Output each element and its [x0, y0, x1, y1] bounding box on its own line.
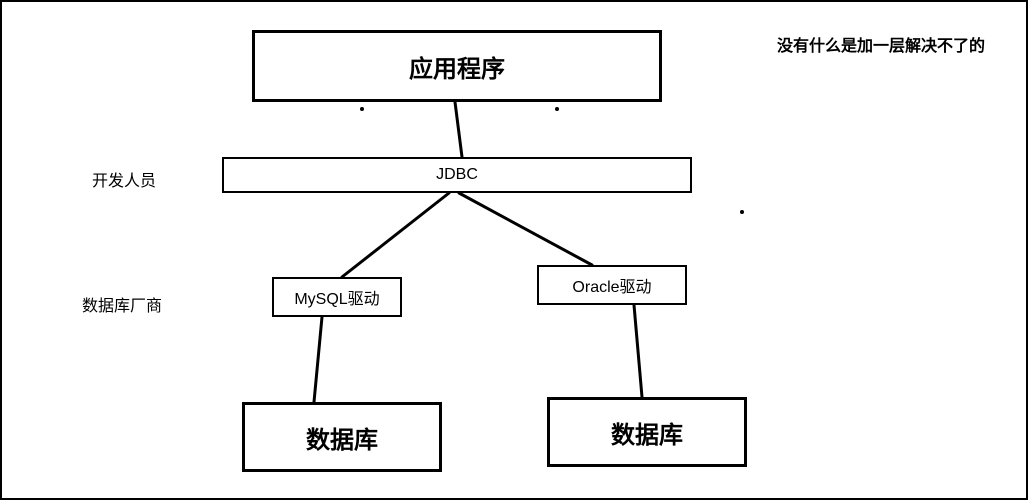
node-label-oracle_driver: Oracle驱动	[572, 273, 651, 297]
side-label-dev: 开发人员	[92, 167, 156, 191]
annotation-text: 没有什么是加一层解决不了的	[777, 32, 985, 56]
stray-dot-d3	[740, 210, 744, 214]
node-mysql_driver: MySQL驱动	[272, 277, 402, 317]
node-label-app: 应用程序	[409, 49, 505, 84]
node-jdbc: JDBC	[222, 157, 692, 193]
node-label-mysql_driver: MySQL驱动	[294, 285, 379, 309]
node-oracle_driver: Oracle驱动	[537, 265, 687, 305]
edge-app-jdbc	[455, 102, 462, 157]
edge-jdbc-oracle	[459, 193, 592, 265]
node-app: 应用程序	[252, 30, 662, 102]
stray-dot-d1	[360, 107, 364, 111]
stray-dot-d2	[555, 107, 559, 111]
diagram-canvas: 没有什么是加一层解决不了的 开发人员数据库厂商 应用程序 JDBC MySQL驱动 Or…	[0, 0, 1028, 500]
node-db1: 数据库	[242, 402, 442, 472]
edge-jdbc-mysql	[342, 193, 449, 277]
edge-mysql-db1	[314, 317, 322, 402]
node-label-jdbc: JDBC	[436, 166, 478, 184]
node-label-db1: 数据库	[306, 420, 378, 455]
node-db2: 数据库	[547, 397, 747, 467]
node-label-db2: 数据库	[611, 415, 683, 450]
side-label-vendor: 数据库厂商	[82, 292, 162, 316]
edge-oracle-db2	[634, 305, 642, 397]
